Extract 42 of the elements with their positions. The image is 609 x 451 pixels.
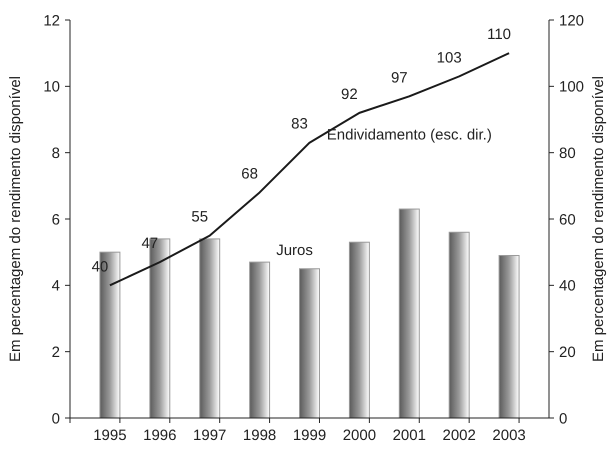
y-tick-label: 4 — [52, 278, 60, 295]
y-tick-label: 10 — [43, 78, 60, 96]
y2-tick-label: 0 — [559, 410, 568, 428]
y2-tick-label: 100 — [559, 78, 584, 96]
x-tick-label: 2002 — [442, 427, 476, 444]
data-label: 110 — [487, 26, 512, 44]
y2-tick-label: 20 — [559, 344, 576, 361]
bar — [498, 254, 520, 418]
y-tick-label: 0 — [52, 410, 60, 428]
y2-tick-label: 120 — [559, 12, 584, 30]
line-series — [108, 52, 510, 286]
x-tick-label: 2003 — [492, 427, 526, 444]
x-tick-label: 1998 — [242, 427, 276, 444]
data-label: 68 — [241, 165, 258, 182]
series-label: Endividamento (esc. dir.) — [326, 126, 492, 144]
bar — [448, 232, 470, 418]
bar — [299, 268, 320, 418]
x-tick-label: 1999 — [292, 427, 326, 444]
x-tick-label: 1996 — [143, 427, 176, 444]
x-tick-label: 1997 — [193, 427, 226, 444]
data-label: 92 — [341, 86, 358, 103]
y2-tick-label: 40 — [559, 278, 576, 295]
series-label: Juros — [276, 242, 313, 260]
y-tick-label: 12 — [43, 12, 60, 30]
bar — [199, 238, 220, 418]
y-tick-label: 6 — [52, 211, 60, 228]
data-label: 97 — [390, 69, 408, 86]
bar — [249, 262, 270, 418]
data-label: 55 — [191, 208, 208, 226]
y-tick-label: 2 — [52, 344, 60, 361]
x-tick-label: 2000 — [342, 427, 376, 444]
y2-tick-label: 60 — [559, 211, 576, 228]
bar — [398, 208, 420, 418]
y-axis-title: Em percentagem do rendimento disponível — [7, 76, 24, 362]
y2-tick-label: 80 — [559, 144, 576, 162]
data-label: 83 — [291, 116, 308, 133]
x-tick-label: 2001 — [392, 427, 426, 444]
bar — [348, 242, 370, 418]
y2-axis-title: Em percentagem do rendimento disponível — [590, 76, 607, 362]
data-label: 103 — [436, 49, 462, 66]
x-tick-label: 1995 — [93, 427, 127, 444]
y-tick-label: 8 — [52, 144, 60, 162]
